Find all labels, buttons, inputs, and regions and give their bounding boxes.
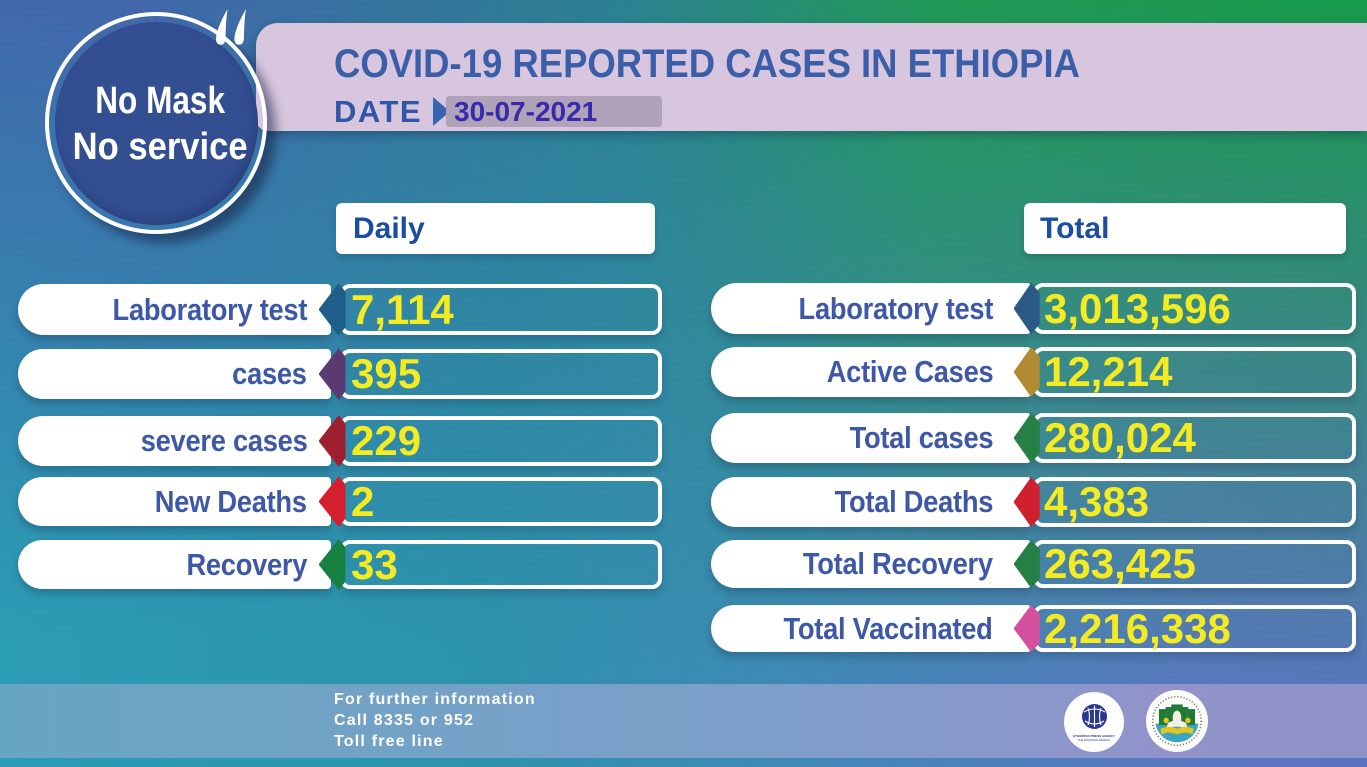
svg-text:ETHIOPIAN PRESS AGENCY: ETHIOPIAN PRESS AGENCY bbox=[1073, 734, 1116, 738]
svg-text:THE ETHIOPIAN HERALD: THE ETHIOPIAN HERALD bbox=[1078, 738, 1110, 742]
